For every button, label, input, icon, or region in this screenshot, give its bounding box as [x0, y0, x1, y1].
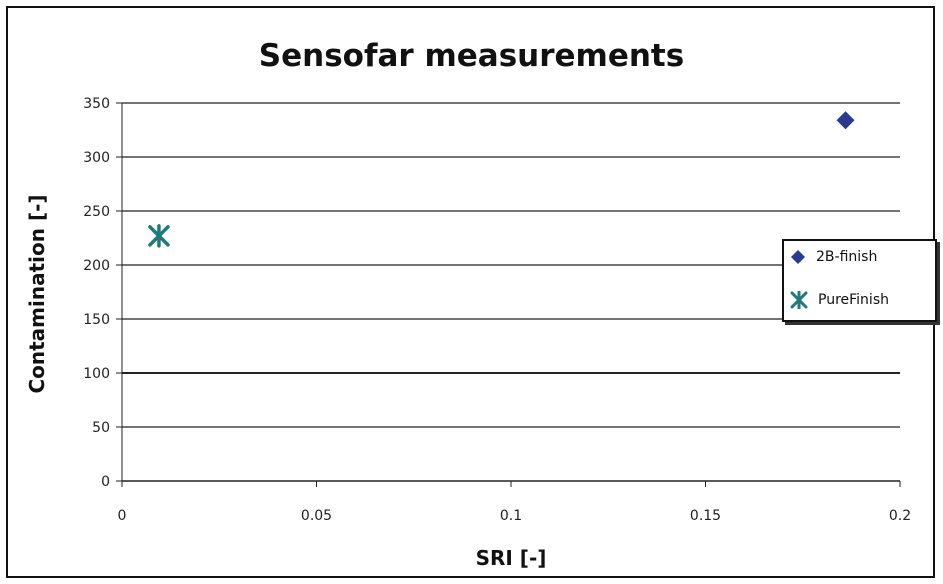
- x-tick-label-0: 0: [118, 508, 127, 524]
- axes: [116, 102, 901, 487]
- legend: 2B-finish PureFinish: [782, 239, 937, 322]
- x-tick-label-0.1: 0.1: [500, 508, 522, 524]
- y-tick-label-200: 200: [83, 258, 110, 274]
- data-point-purefinish-0: [148, 224, 170, 248]
- legend-item-purefinish: PureFinish: [790, 291, 889, 309]
- y-axis-label: Contamination [-]: [25, 194, 49, 393]
- gridlines: [122, 102, 900, 428]
- x-axis-label: SRI [-]: [476, 546, 547, 570]
- x-tick-label-0.2: 0.2: [889, 508, 911, 524]
- y-tick-label-250: 250: [83, 204, 110, 220]
- data-points: [148, 111, 855, 248]
- y-tick-labels: 0 50 100 150 200 250 300 350: [83, 96, 110, 490]
- y-tick-label-350: 350: [83, 96, 110, 112]
- asterisk-marker-icon: [790, 291, 808, 309]
- legend-item-2b-finish: 2B-finish: [790, 249, 877, 265]
- chart-title: Sensofar measurements: [258, 38, 685, 74]
- legend-label-2b-finish: 2B-finish: [816, 249, 878, 265]
- y-tick-label-300: 300: [83, 150, 110, 166]
- y-tick-label-50: 50: [92, 420, 110, 436]
- legend-label-purefinish: PureFinish: [818, 292, 889, 308]
- chart-frame: [6, 6, 935, 578]
- x-tick-labels: 0 0.05 0.1 0.15 0.2: [118, 508, 912, 524]
- y-tick-label-0: 0: [101, 474, 110, 490]
- x-tick-label-0.15: 0.15: [690, 508, 721, 524]
- data-point-2b-finish-0: [836, 111, 855, 130]
- y-tick-label-150: 150: [83, 312, 110, 328]
- y-tick-label-100: 100: [83, 366, 110, 382]
- diamond-marker-icon: [791, 250, 805, 264]
- x-tick-label-0.05: 0.05: [301, 508, 332, 524]
